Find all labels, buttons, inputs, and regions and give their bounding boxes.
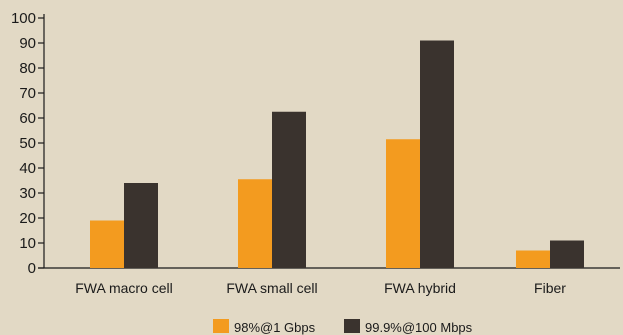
y-tick-label: 30 (19, 185, 36, 202)
y-tick-label: 60 (19, 110, 36, 127)
bar-series-1 (386, 139, 420, 268)
bar-series-1 (516, 250, 550, 268)
x-category-label: FWA macro cell (75, 280, 173, 296)
bar-series-2 (420, 40, 454, 268)
legend-swatch (344, 319, 360, 333)
legend-label: 98%@1 Gbps (234, 320, 316, 335)
y-tick-label: 50 (19, 135, 36, 152)
y-tick-label: 10 (19, 235, 36, 252)
bar-series-1 (90, 220, 124, 268)
x-category-label: Fiber (534, 280, 566, 296)
x-axis-category-labels: FWA macro cell FWA small cell FWA hybrid Fi… (75, 280, 566, 296)
bar-series-2 (550, 240, 584, 268)
legend-swatch (213, 319, 229, 333)
y-axis-ticks: 0 10 20 30 40 50 60 70 80 90 100 (11, 10, 44, 277)
y-tick-label: 70 (19, 85, 36, 102)
legend-label: 99.9%@100 Mbps (365, 320, 473, 335)
y-tick-label: 40 (19, 160, 36, 177)
chart-bars (90, 40, 584, 268)
y-tick-label: 90 (19, 35, 36, 52)
x-category-label: FWA small cell (226, 280, 317, 296)
bar-series-2 (272, 111, 306, 268)
y-tick-label: 0 (28, 260, 36, 277)
chart-legend: 98%@1 Gbps 99.9%@100 Mbps (213, 319, 473, 335)
bar-series-1 (238, 179, 272, 268)
bar-series-2 (124, 183, 158, 268)
x-category-label: FWA hybrid (384, 280, 456, 296)
y-tick-label: 80 (19, 60, 36, 77)
y-tick-label: 100 (11, 10, 36, 27)
y-tick-label: 20 (19, 210, 36, 227)
